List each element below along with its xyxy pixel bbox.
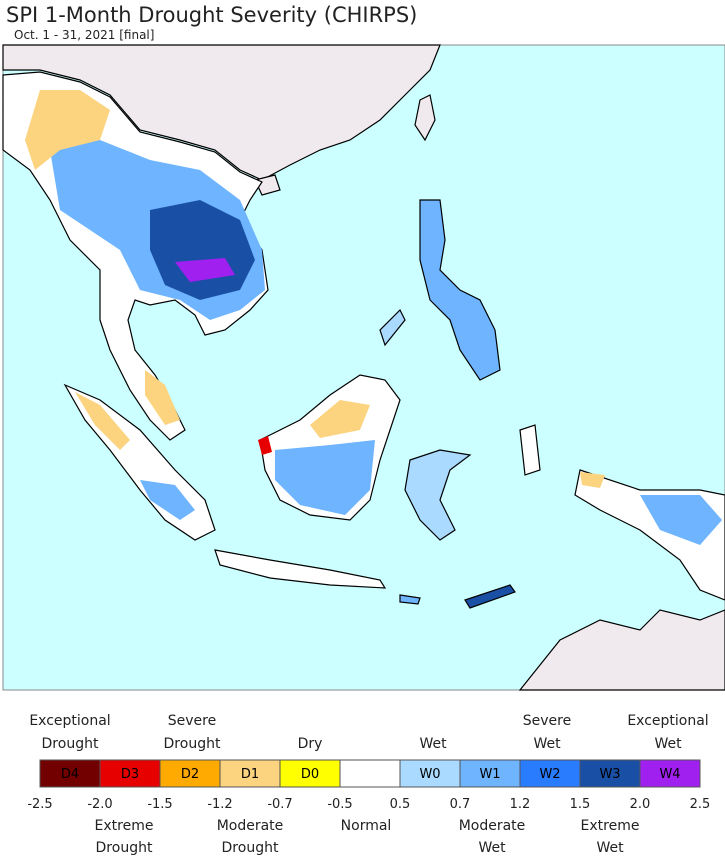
legend-swatch xyxy=(339,759,401,788)
legend-tick: -2.0 xyxy=(87,797,112,812)
wet-area xyxy=(140,480,195,520)
legend-swatch xyxy=(639,759,701,788)
philippines xyxy=(419,199,501,381)
legend-label: Extreme xyxy=(95,818,154,834)
legend-tick: -0.5 xyxy=(327,797,352,812)
legend-label: Wet xyxy=(419,736,447,752)
hainan xyxy=(254,174,281,196)
legend-tick: 2.5 xyxy=(690,797,711,812)
legend-label: Drought xyxy=(164,736,221,752)
title: SPI 1-Month Drought Severity (CHIRPS) xyxy=(6,3,417,27)
legend-label: Exceptional xyxy=(627,713,708,729)
legend-label: Exceptional xyxy=(29,713,110,729)
legend-label: Drought xyxy=(42,736,99,752)
legend-label: Moderate xyxy=(459,818,526,834)
legend-tick: 2.0 xyxy=(630,797,651,812)
legend-swatch xyxy=(579,759,641,788)
legend-tick: -2.5 xyxy=(27,797,52,812)
java xyxy=(214,549,387,589)
dry-area xyxy=(145,370,180,425)
wet-area xyxy=(640,495,722,545)
island xyxy=(399,594,421,605)
legend-code: D1 xyxy=(241,767,259,782)
sulawesi xyxy=(404,449,472,541)
palawan xyxy=(379,308,406,347)
legend-swatch xyxy=(399,759,461,788)
legend-label: Dry xyxy=(298,736,323,752)
legend-tick: 1.2 xyxy=(510,797,531,812)
dry-area xyxy=(25,90,110,170)
legend-label: Drought xyxy=(96,840,153,856)
taiwan xyxy=(414,94,436,142)
legend-label: Severe xyxy=(168,713,216,729)
legend-code: W1 xyxy=(479,767,500,782)
legend-swatch xyxy=(519,759,581,788)
legend-tick: -1.5 xyxy=(147,797,172,812)
legend-label: Wet xyxy=(654,736,682,752)
legend-swatch xyxy=(459,759,521,788)
australia xyxy=(518,609,725,691)
legend-code: D4 xyxy=(61,767,79,782)
timor xyxy=(464,584,516,609)
legend-label: Wet xyxy=(596,840,624,856)
legend-tick: -1.2 xyxy=(207,797,232,812)
china xyxy=(2,44,441,181)
legend-swatch xyxy=(159,759,221,788)
island xyxy=(519,424,541,476)
legend-code: D3 xyxy=(121,767,139,782)
legend-code: W4 xyxy=(659,767,680,782)
legend-code: D2 xyxy=(181,767,199,782)
legend-code: W3 xyxy=(599,767,620,782)
legend-swatch xyxy=(99,759,161,788)
map xyxy=(2,44,725,691)
legend-tick: 1.5 xyxy=(570,797,591,812)
legend-label: Extreme xyxy=(581,818,640,834)
wet-area xyxy=(275,440,375,515)
legend-code: W2 xyxy=(539,767,560,782)
legend-code: D0 xyxy=(301,767,319,782)
legend-swatch xyxy=(219,759,281,788)
legend-label: Severe xyxy=(523,713,571,729)
legend-tick: 0.5 xyxy=(390,797,411,812)
legend-code: W0 xyxy=(419,767,440,782)
legend-label: Normal xyxy=(341,818,392,834)
dry-area xyxy=(310,400,370,438)
legend-tick: 0.7 xyxy=(450,797,471,812)
legend: D4 D3 D2 D1 D0 W0 W1 W2 W3 W4 -2.5 -2.0 -1.5 -1.2 -0.7… xyxy=(27,713,710,856)
legend-label: Moderate xyxy=(217,818,284,834)
legend-label: Wet xyxy=(533,736,561,752)
legend-swatch xyxy=(279,759,341,788)
legend-tick: -0.7 xyxy=(267,797,292,812)
legend-swatch xyxy=(39,759,101,788)
subtitle: Oct. 1 - 31, 2021 [final] xyxy=(14,28,154,42)
dry-area xyxy=(580,472,605,488)
legend-label: Drought xyxy=(222,840,279,856)
legend-label: Wet xyxy=(478,840,506,856)
exceptional-wet xyxy=(175,258,235,282)
drought-area xyxy=(258,436,272,455)
dry-area xyxy=(75,392,130,450)
